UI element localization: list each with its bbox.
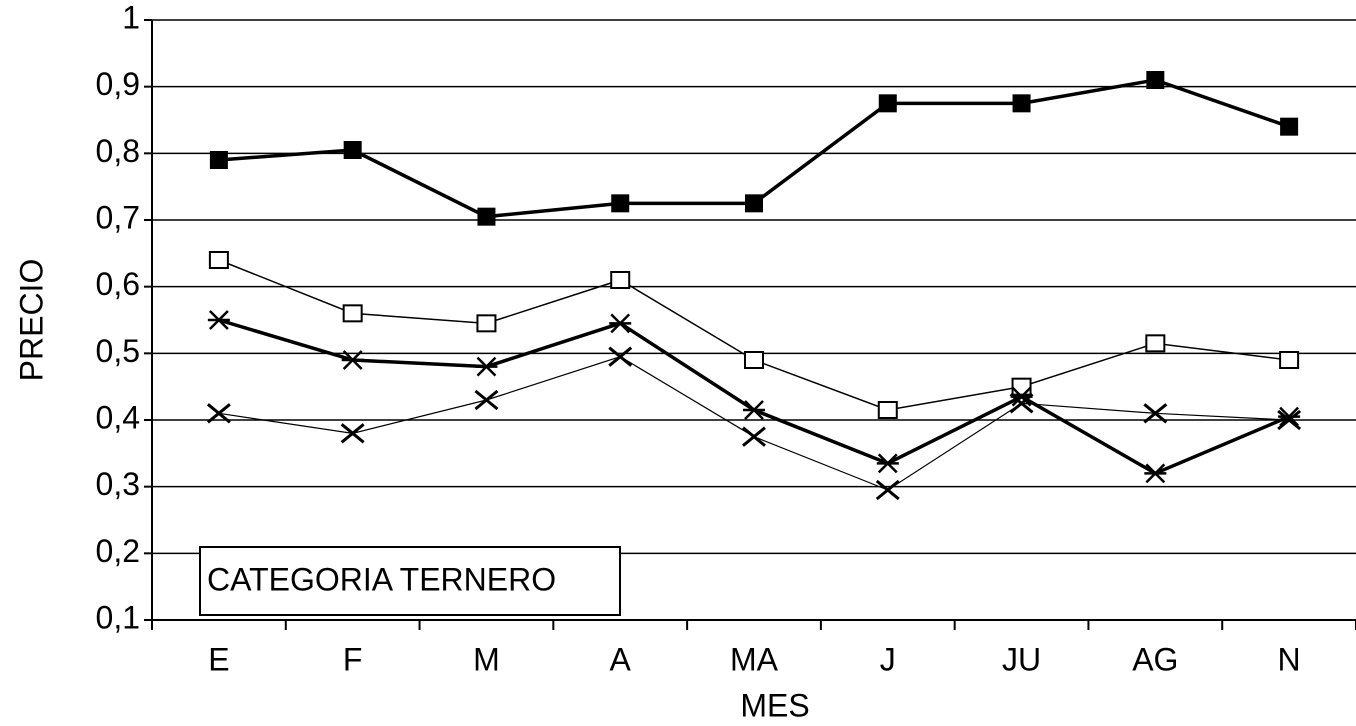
marker [745,194,763,213]
marker-square [878,94,897,113]
marker [342,304,363,323]
marker [207,310,230,330]
marker [743,400,765,420]
marker [1145,334,1166,353]
y-tick-label: 0,4 [96,399,140,435]
marker [1011,377,1032,396]
marker-stroke [875,479,900,501]
marker [744,351,764,369]
marker [611,194,630,213]
marker-square [476,314,497,333]
y-axis-label: PRECIO [13,259,49,382]
marker-stroke [742,426,766,447]
marker [1279,351,1300,369]
annotation-box [199,546,621,616]
marker [1278,406,1301,427]
marker [1009,393,1034,414]
marker [608,346,633,367]
marker-square [877,401,898,419]
marker [341,350,364,370]
marker [878,94,897,113]
series-line [218,356,1290,491]
marker [742,426,766,447]
marker [1144,463,1167,484]
marker [1143,403,1168,424]
marker-stroke [340,423,365,444]
y-tick-label: 0,1 [96,599,140,635]
y-tick-label: 0,8 [96,133,140,169]
x-tick-label: JU [1002,641,1041,677]
marker-square [610,271,631,289]
marker-square [1279,351,1300,369]
x-tick-label: N [1278,641,1301,677]
marker-stroke [1009,393,1034,414]
marker-square [477,207,496,226]
marker [610,271,631,289]
marker [477,207,496,226]
marker [475,356,498,377]
marker [609,313,632,334]
y-tick-label: 0,3 [96,466,140,502]
series-line [218,259,1290,411]
y-tick-label: 0,5 [96,333,140,369]
x-tick-label: A [610,641,632,677]
marker-stroke [608,346,633,367]
marker [474,389,499,411]
y-tick-label: 0,7 [96,199,140,235]
marker-square [1145,334,1166,353]
marker [343,141,362,159]
marker [1277,409,1302,431]
y-tick-label: 1 [122,0,140,35]
marker [875,479,900,501]
marker-square [745,194,763,213]
marker-square [209,151,228,169]
marker [340,423,365,444]
marker-stroke [1143,403,1168,424]
marker [1146,71,1165,89]
marker-square [1146,71,1165,89]
marker-square [611,194,630,213]
y-tick-label: 0,2 [96,533,140,569]
y-tick-label: 0,9 [96,66,140,102]
marker [1280,117,1299,136]
x-axis-label: MES [740,687,809,723]
marker [209,151,228,169]
marker-square [744,351,764,369]
marker [206,403,231,424]
marker-square [1011,377,1032,396]
x-tick-label: F [343,641,363,677]
marker-square [1280,117,1299,136]
marker-square [342,304,363,323]
marker [1012,94,1031,113]
x-tick-label: M [473,641,500,677]
marker-stroke [474,389,499,411]
series-line [218,318,1290,476]
x-tick-label: E [208,641,229,677]
marker-square [208,251,229,269]
marker-square [343,141,362,159]
marker-stroke [1277,409,1302,431]
marker-square [1012,94,1031,113]
marker-stroke [206,403,231,424]
x-tick-label: MA [730,641,779,677]
marker [208,251,229,269]
marker [877,401,898,419]
marker [876,453,899,474]
annotation: CATEGORIA TERNERO [207,561,556,597]
y-tick-label: 0,6 [96,266,140,302]
marker [476,314,497,333]
x-tick-label: AG [1132,641,1178,677]
x-tick-label: J [880,641,896,677]
